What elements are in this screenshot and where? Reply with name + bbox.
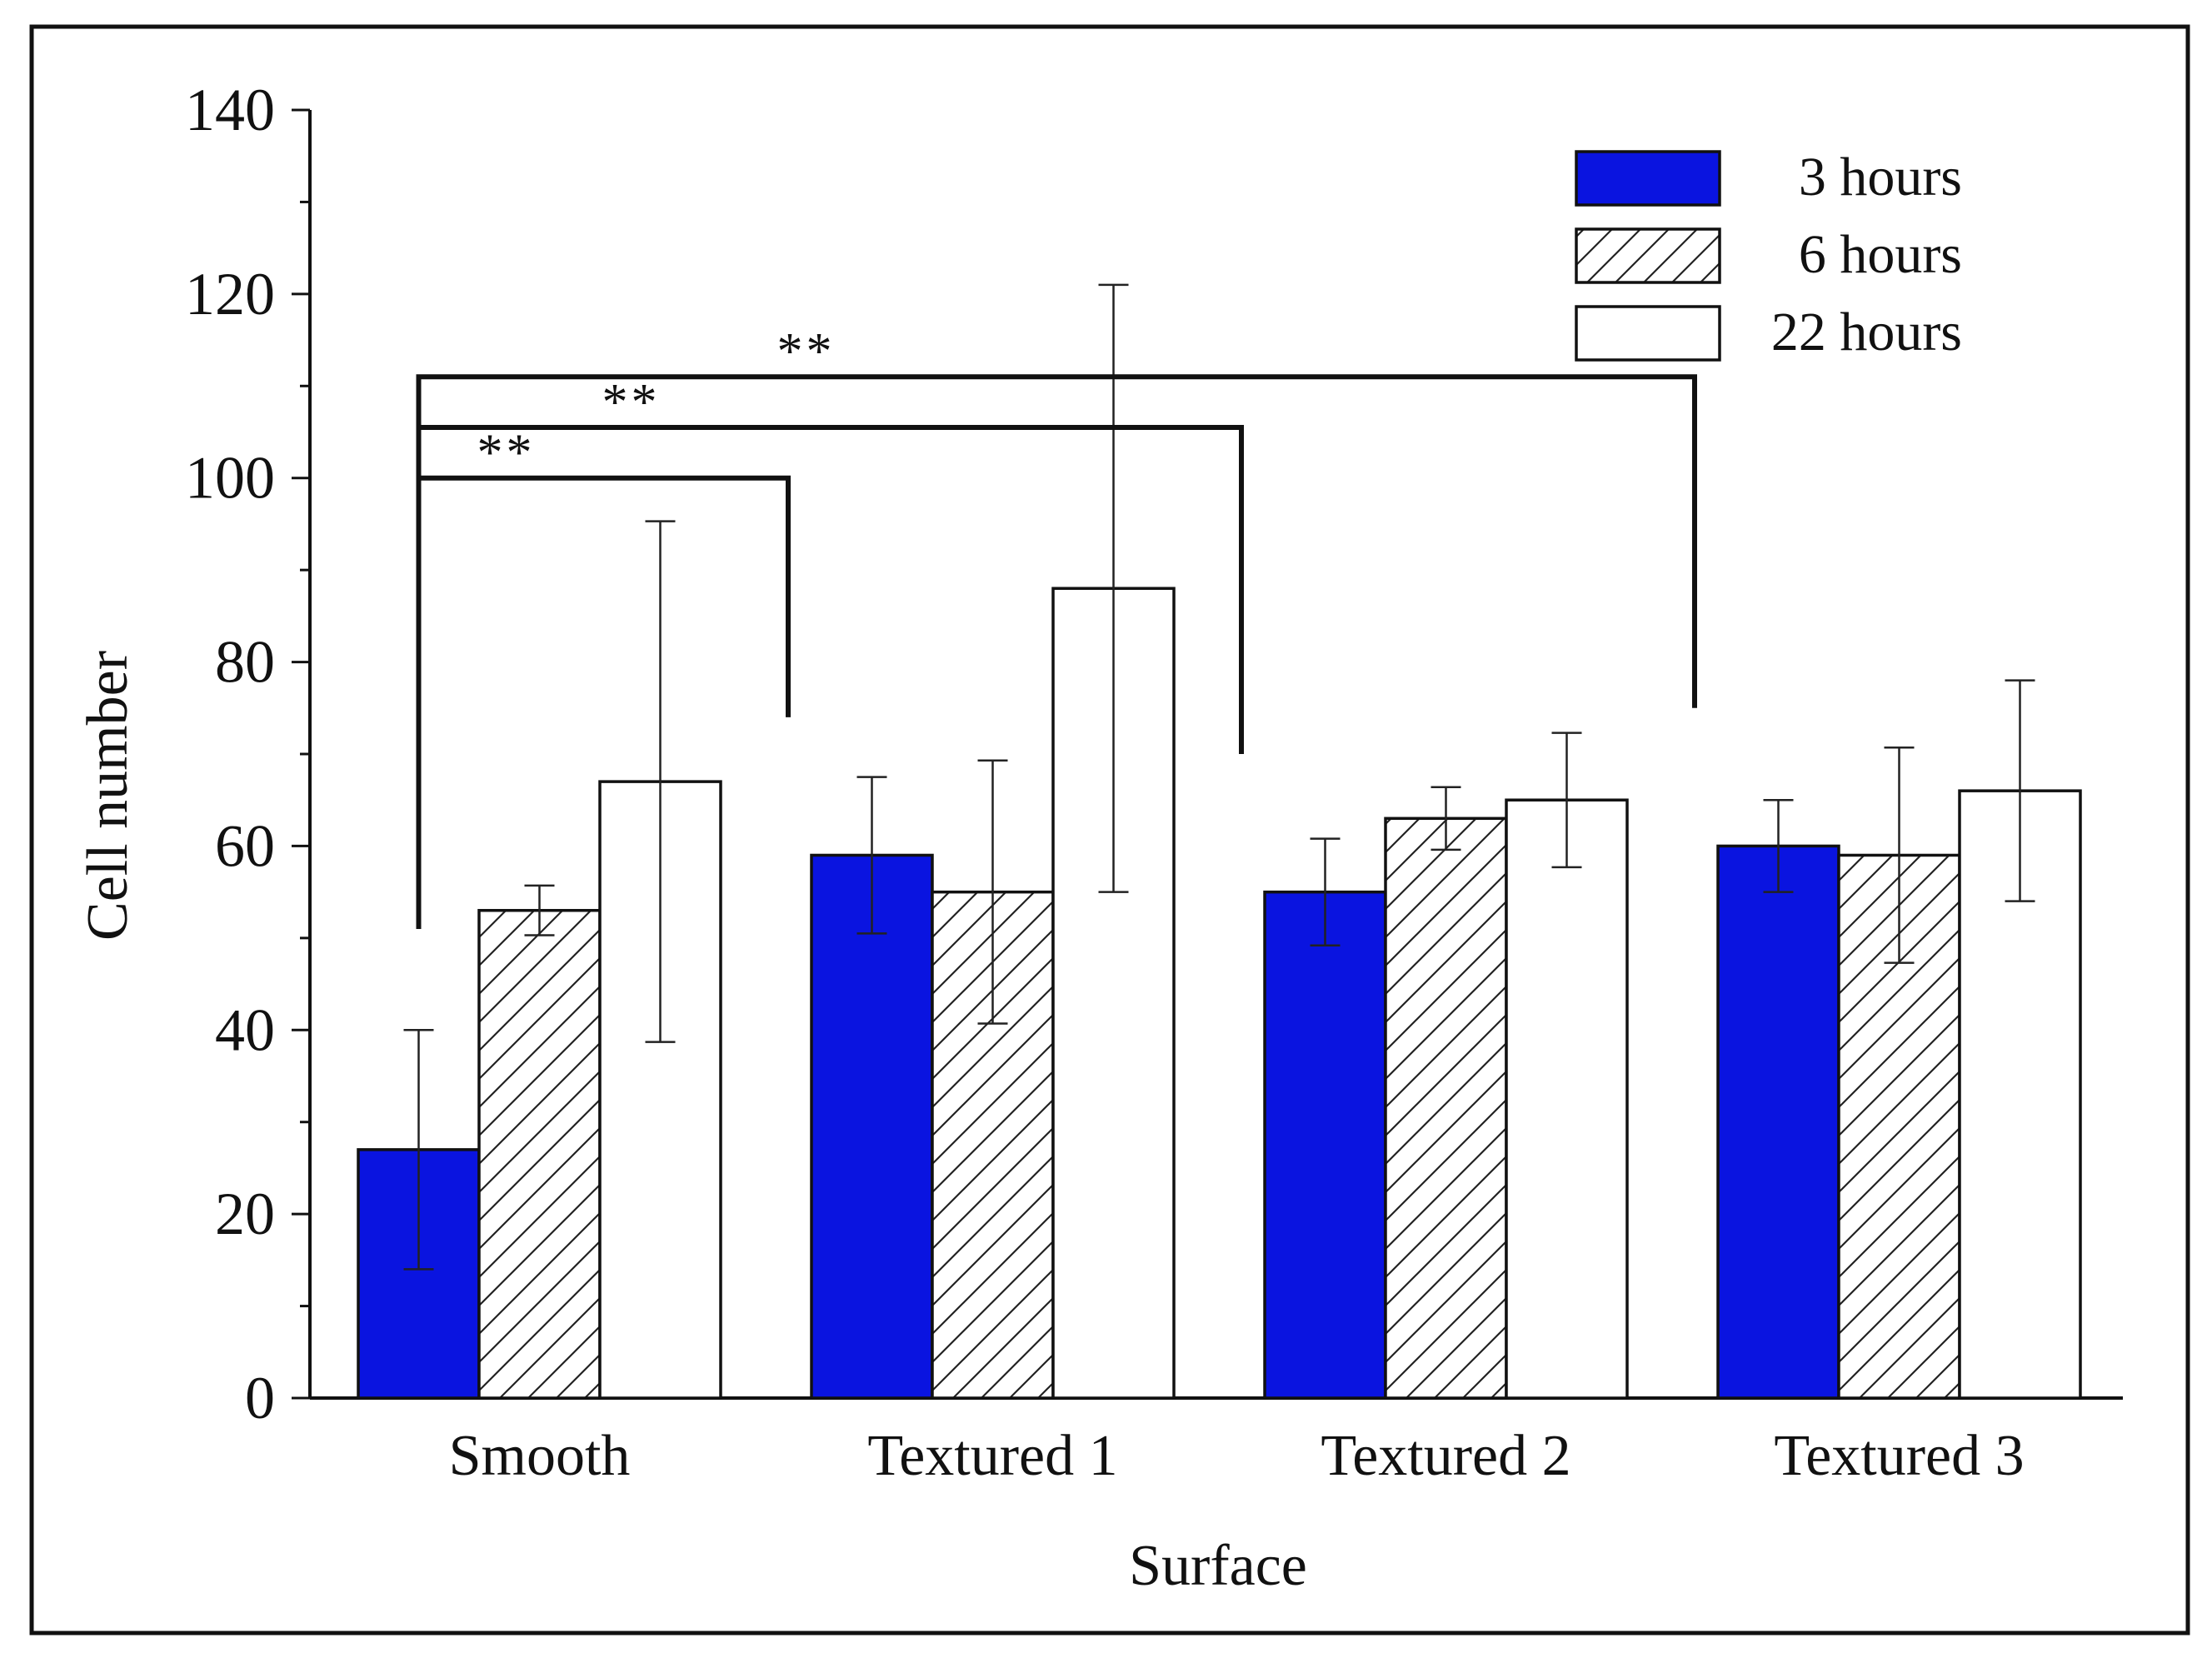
significance-label: **	[477, 425, 536, 482]
axes: 0 20 40 60 80 100 120 140 Smooth Textured 1 Textur…	[185, 77, 2123, 1488]
y-tick-label: 120	[185, 261, 275, 327]
error-bars	[403, 283, 2035, 1271]
y-tick-label: 80	[215, 629, 275, 696]
bar-22-hours-textured-2	[1505, 798, 1629, 1400]
legend-swatch	[1575, 150, 1721, 207]
bar-3-hours-textured-1	[810, 853, 934, 1400]
legend-label: 22 hours	[1771, 302, 1962, 362]
x-category-label: Textured 2	[1321, 1424, 1570, 1488]
significance-label: **	[602, 374, 661, 431]
y-tick-label: 40	[215, 996, 275, 1063]
x-category-label: Smooth	[449, 1424, 631, 1488]
significance-label: **	[777, 323, 836, 380]
y-tick-label: 0	[245, 1365, 275, 1431]
x-category-label: Textured 3	[1774, 1424, 2024, 1488]
x-axis-title: Surface	[1129, 1534, 1307, 1598]
bars	[357, 587, 2082, 1400]
y-tick-label: 100	[185, 445, 275, 512]
legend-swatch	[1575, 305, 1721, 362]
figure-frame	[29, 24, 2190, 1636]
bar-6-hours-textured-2	[1384, 817, 1508, 1400]
y-axis-title: Cell number	[76, 651, 140, 941]
bar-3-hours-textured-2	[1263, 890, 1387, 1400]
y-tick-label: 20	[215, 1181, 275, 1247]
bar-6-hours-smooth	[477, 908, 602, 1400]
bar-3-hours-textured-3	[1716, 844, 1840, 1400]
legend-swatch	[1575, 227, 1721, 284]
legend-label: 6 hours	[1799, 224, 1962, 285]
x-category-label: Textured 1	[867, 1424, 1117, 1488]
y-tick-label: 60	[215, 812, 275, 879]
significance-bracket	[416, 374, 1697, 929]
y-tick-label: 140	[185, 77, 275, 143]
legend: 3 hours 6 hours 22 hours	[1575, 147, 1962, 362]
significance-brackets: ** ** **	[416, 323, 1697, 929]
legend-label: 3 hours	[1799, 147, 1962, 207]
